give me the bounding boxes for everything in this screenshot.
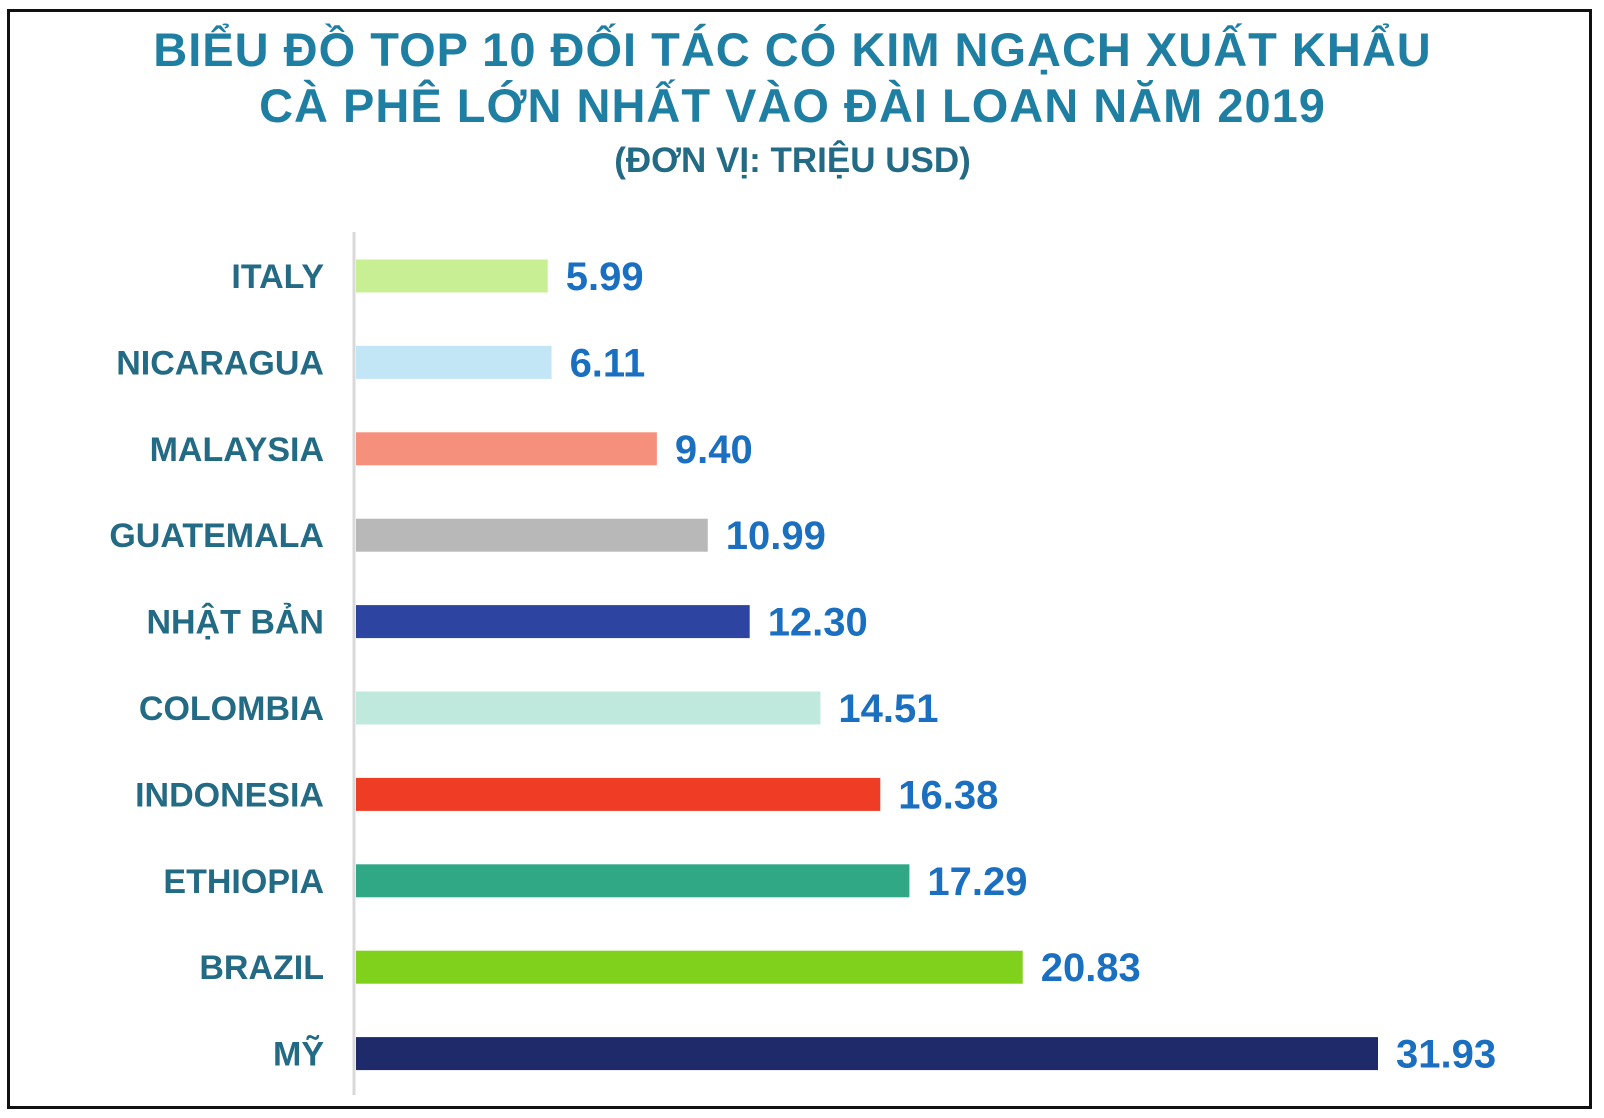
bar [356,259,548,293]
bar [356,345,552,379]
bar [356,950,1023,984]
data-label: 17.29 [927,860,1027,904]
data-label: 14.51 [838,687,938,731]
data-label: 16.38 [898,773,998,817]
category-label: NHẬT BẢN [146,604,324,642]
category-label: COLOMBIA [139,690,324,728]
data-label: 31.93 [1396,1033,1496,1077]
data-label: 12.30 [768,601,868,645]
category-label: ETHIOPIA [163,863,324,901]
chart-subtitle: (ĐƠN VỊ: TRIỆU USD) [614,141,971,180]
chart-title-line-1: BIỂU ĐỒ TOP 10 ĐỐI TÁC CÓ KIM NGẠCH XUẤT… [153,23,1432,76]
category-label: ITALY [231,258,324,296]
bar [356,864,910,898]
data-label: 9.40 [675,428,753,472]
data-label: 10.99 [726,514,826,558]
bar [356,1037,1378,1071]
bar [356,432,657,466]
data-label: 20.83 [1041,946,1141,990]
category-label: BRAZIL [199,949,324,987]
bar [356,518,708,552]
category-label: GUATEMALA [109,517,324,555]
bar [356,605,750,639]
bar [356,777,881,811]
category-label: MALAYSIA [150,431,324,469]
data-label: 6.11 [570,341,646,385]
chart-title-line-2: CÀ PHÊ LỚN NHẤT VÀO ĐÀI LOAN NĂM 2019 [259,79,1326,132]
data-label: 5.99 [566,255,644,299]
category-label: MỸ [273,1036,324,1074]
category-label: INDONESIA [135,776,324,814]
category-label: NICARAGUA [116,344,324,382]
chart-frame [7,9,1592,1109]
chart-title-block: BIỂU ĐỒ TOP 10 ĐỐI TÁC CÓ KIM NGẠCH XUẤT… [0,22,1585,184]
bar [356,691,821,725]
